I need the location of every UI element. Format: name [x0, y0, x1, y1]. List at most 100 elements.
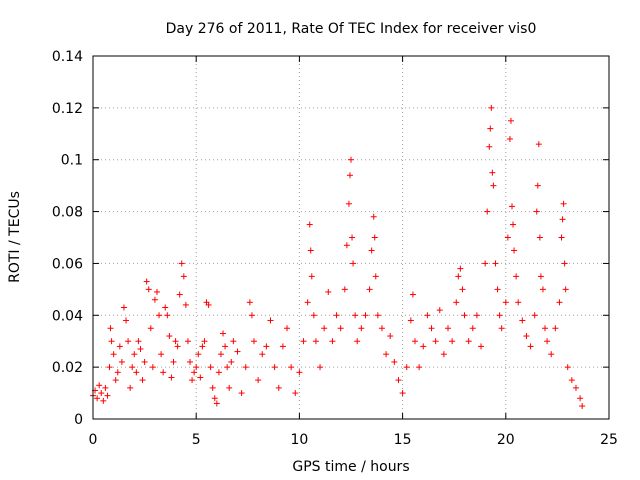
- data-point: [174, 343, 181, 350]
- data-point: [296, 369, 303, 376]
- data-point: [317, 364, 324, 371]
- data-point: [502, 299, 509, 306]
- data-point: [187, 358, 194, 365]
- data-point: [312, 338, 319, 345]
- data-point: [135, 338, 142, 345]
- data-point: [346, 172, 353, 179]
- x-tick-label: 25: [600, 432, 618, 448]
- data-point: [428, 325, 435, 332]
- data-point: [498, 325, 505, 332]
- x-tick-label: 0: [89, 432, 98, 448]
- data-point: [207, 364, 214, 371]
- data-point: [307, 247, 314, 254]
- x-tick-label: 10: [290, 432, 308, 448]
- data-point: [224, 364, 231, 371]
- data-point: [453, 299, 460, 306]
- data-point: [354, 338, 361, 345]
- data-point: [383, 351, 390, 358]
- data-point: [387, 333, 394, 340]
- y-tick-label: 0.1: [61, 153, 83, 169]
- data-point: [172, 338, 179, 345]
- data-point: [488, 104, 495, 111]
- data-point: [284, 325, 291, 332]
- data-point: [523, 333, 530, 340]
- data-point: [123, 317, 130, 324]
- data-point: [107, 325, 114, 332]
- data-point: [118, 358, 125, 365]
- data-point: [558, 234, 565, 241]
- tick-labels: 0 5 10 15 20 25 0 0.02 0.04 0.06 0.08 0.1 0.12 0.14: [52, 49, 618, 448]
- data-point: [492, 260, 499, 267]
- data-point: [333, 312, 340, 319]
- data-point: [552, 325, 559, 332]
- data-point: [489, 169, 496, 176]
- data-point: [407, 317, 414, 324]
- data-point: [145, 286, 152, 293]
- data-point: [506, 135, 513, 142]
- data-point: [527, 343, 534, 350]
- data-point: [535, 141, 542, 148]
- data-point: [374, 312, 381, 319]
- data-point: [205, 301, 212, 308]
- data-point: [279, 343, 286, 350]
- y-tick-label: 0.06: [52, 256, 83, 272]
- data-point: [494, 286, 501, 293]
- data-point: [306, 221, 313, 228]
- data-point: [349, 234, 356, 241]
- plot-frame: [92, 55, 610, 420]
- data-point: [151, 296, 158, 303]
- y-tick-label: 0.08: [52, 205, 83, 221]
- data-point: [275, 384, 282, 391]
- x-tick-label: 20: [497, 432, 515, 448]
- data-point: [141, 358, 148, 365]
- data-point: [211, 395, 218, 402]
- data-point: [108, 338, 115, 345]
- data-point: [440, 351, 447, 358]
- data-point: [457, 265, 464, 272]
- y-tick-label: 0.12: [52, 101, 83, 117]
- data-point: [559, 216, 566, 223]
- data-point: [564, 364, 571, 371]
- data-point: [556, 299, 563, 306]
- data-point: [310, 312, 317, 319]
- data-point: [482, 260, 489, 267]
- data-point: [371, 234, 378, 241]
- data-point: [372, 273, 379, 280]
- data-point: [112, 377, 119, 384]
- data-point: [246, 299, 253, 306]
- data-point: [234, 348, 241, 355]
- data-points: [90, 104, 586, 410]
- data-point: [455, 273, 462, 280]
- data-point: [465, 338, 472, 345]
- data-point: [579, 403, 586, 410]
- data-point: [96, 382, 103, 389]
- data-point: [170, 358, 177, 365]
- data-point: [424, 312, 431, 319]
- data-point: [215, 369, 222, 376]
- data-point: [533, 208, 540, 215]
- data-point: [358, 325, 365, 332]
- data-point: [561, 260, 568, 267]
- data-point: [110, 351, 117, 358]
- data-point: [133, 369, 140, 376]
- data-point: [329, 338, 336, 345]
- data-point: [572, 384, 579, 391]
- y-tick-label: 0: [74, 412, 83, 428]
- y-tick-label: 0.04: [52, 308, 83, 324]
- data-point: [120, 304, 127, 311]
- data-point: [116, 343, 123, 350]
- data-point: [263, 343, 270, 350]
- data-point: [106, 364, 113, 371]
- data-point: [158, 351, 165, 358]
- data-point: [180, 273, 187, 280]
- data-point: [432, 338, 439, 345]
- data-point: [399, 390, 406, 397]
- data-point: [548, 351, 555, 358]
- data-point: [308, 273, 315, 280]
- data-point: [436, 307, 443, 314]
- data-point: [445, 325, 452, 332]
- data-point: [147, 325, 154, 332]
- data-point: [395, 377, 402, 384]
- data-point: [166, 333, 173, 340]
- data-point: [250, 338, 257, 345]
